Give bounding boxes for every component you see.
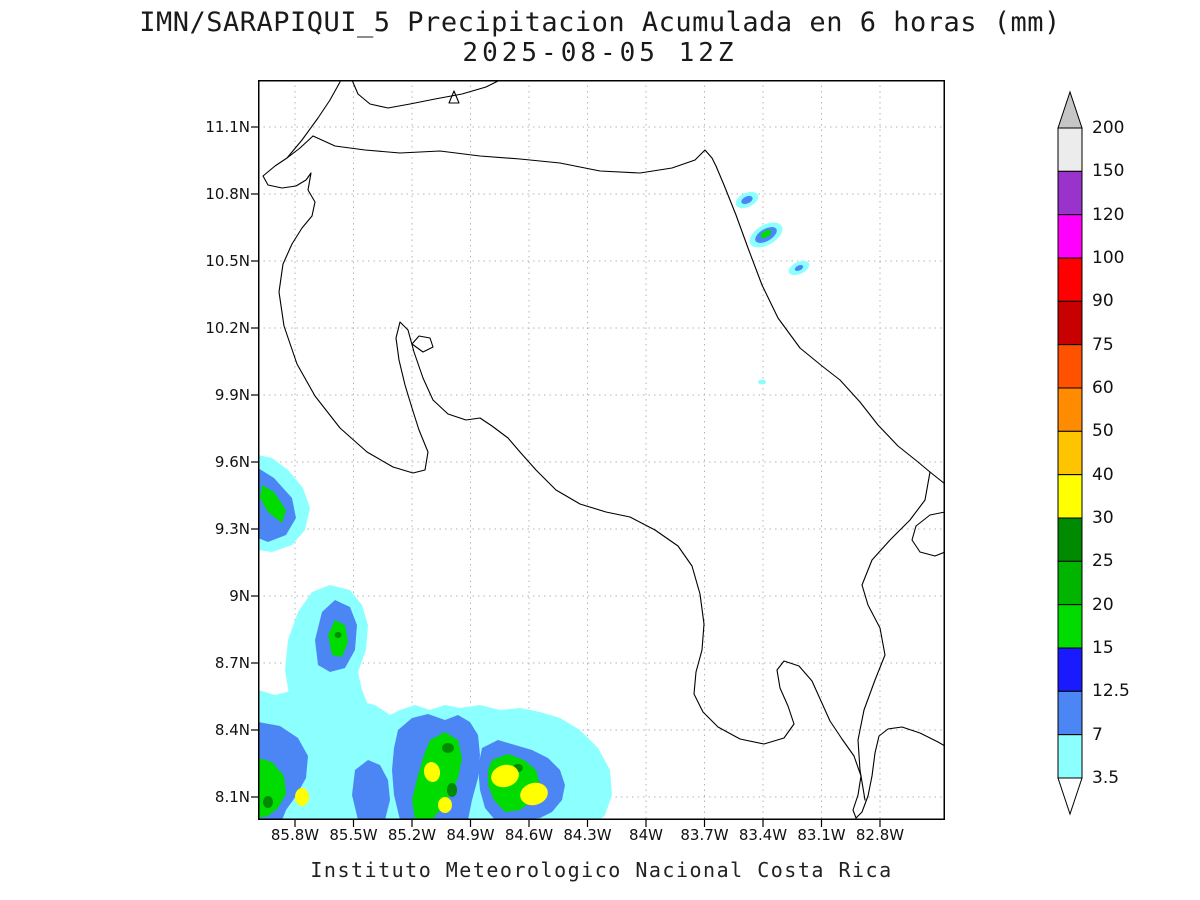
lat-tick-label: 9N xyxy=(229,587,250,605)
panama-border xyxy=(857,471,931,801)
lon-tick-label: 85.2W xyxy=(387,826,437,844)
colorbar-band xyxy=(1057,690,1083,736)
precip-shade-15mm xyxy=(260,485,286,523)
colorbar-tick-label: 12.5 xyxy=(1092,681,1130,702)
lat-tick-label: 9.3N xyxy=(214,520,250,538)
colorbar-band xyxy=(1057,474,1083,519)
precip-shade-7mm xyxy=(741,195,753,205)
precip-shade-25mm xyxy=(442,743,454,753)
lon-tick-label: 84.9W xyxy=(446,826,495,844)
colorbar-band xyxy=(1057,734,1083,779)
colorbar-band xyxy=(1057,300,1083,346)
lat-tick-label: 10.5N xyxy=(205,252,250,270)
precip-shade-30mm xyxy=(438,797,452,813)
colorbar-tick-label: 30 xyxy=(1092,508,1114,528)
colorbar-tick-label: 150 xyxy=(1092,161,1125,182)
lat-tick-label: 10.8N xyxy=(205,185,250,203)
precip-shade-7mm xyxy=(794,265,804,271)
colorbar-tick-label: 200 xyxy=(1092,118,1125,138)
colorbar-band xyxy=(1057,170,1083,216)
colorbar-band xyxy=(1057,344,1083,389)
lat-tick-label: 8.1N xyxy=(214,788,250,806)
lake-nicaragua-shore xyxy=(351,80,501,109)
colorbar-band xyxy=(1057,517,1083,562)
precip-shade-30mm xyxy=(423,762,441,782)
nicaragua-border xyxy=(312,135,717,174)
colorbar-tick-label: 60 xyxy=(1092,378,1114,398)
precip-shade-3.5mm xyxy=(758,379,766,385)
colorbar-tick-label: 20 xyxy=(1092,594,1114,615)
ometepe-island xyxy=(448,90,460,104)
colorbar-tick-label: 75 xyxy=(1092,334,1114,355)
precip-shade-30mm xyxy=(295,788,309,806)
lon-tick-label: 85.5W xyxy=(329,826,378,844)
colorbar-tick-label: 100 xyxy=(1092,248,1125,268)
colorbar-band xyxy=(1057,257,1083,302)
lon-tick-label: 84.3W xyxy=(563,826,612,844)
lat-tick-label: 8.7N xyxy=(214,654,250,672)
lat-tick-label: 9.6N xyxy=(214,453,250,471)
colorbar-band xyxy=(1057,560,1083,606)
precip-shade-15mm xyxy=(760,230,772,238)
chart-valid-time: 2025-08-05 12Z xyxy=(462,38,738,68)
colorbar-band xyxy=(1057,387,1083,432)
colorbar-tick-label: 25 xyxy=(1092,551,1114,572)
colorbar xyxy=(1057,90,1083,816)
precip-shade-25mm xyxy=(263,796,273,808)
lon-tick-label: 83.1W xyxy=(797,826,846,844)
lat-tick-label: 10.2N xyxy=(205,319,250,337)
colorbar-tick-label: 50 xyxy=(1092,421,1114,442)
lon-tick-label: 83.7W xyxy=(680,826,729,844)
footer-caption: Instituto Meteorologico Nacional Costa R… xyxy=(310,858,893,882)
precip-shade-7mm xyxy=(352,760,390,820)
lat-tick-label: 9.9N xyxy=(214,386,250,404)
colorbar-tick-label: 120 xyxy=(1092,204,1125,225)
precip-shade-25mm xyxy=(447,783,457,797)
caribbean-coast xyxy=(715,165,945,485)
colorbar-under-arrow xyxy=(1057,777,1083,816)
precip-shade-25mm xyxy=(334,632,342,638)
colorbar-tick-label: 3.5 xyxy=(1092,768,1120,788)
colorbar-band xyxy=(1057,647,1083,692)
lon-tick-label: 84W xyxy=(629,826,663,844)
lon-tick-label: 84.6W xyxy=(504,826,554,844)
precip-shade-15mm xyxy=(328,620,348,657)
chart-title: IMN/SARAPIQUI_5 Precipitacion Acumulada … xyxy=(139,7,1061,38)
colorbar-band xyxy=(1057,604,1083,649)
precip-shade-30mm xyxy=(491,764,519,788)
lon-tick-label: 83.4W xyxy=(738,826,788,844)
bocas-lagoon xyxy=(911,511,945,557)
colorbar-band xyxy=(1057,127,1083,172)
lat-tick-label: 8.4N xyxy=(214,721,250,739)
lon-tick-label: 82.8W xyxy=(855,826,905,844)
pacific-coast xyxy=(262,135,945,819)
lat-tick-label: 11.1N xyxy=(205,118,250,136)
map-plot xyxy=(251,80,945,827)
map-content xyxy=(258,80,945,820)
colorbar-band xyxy=(1057,214,1083,259)
colorbar-tick-label: 15 xyxy=(1092,638,1114,658)
colorbar-tick-label: 7 xyxy=(1092,724,1103,745)
colorbar-over-arrow xyxy=(1057,90,1083,129)
nicaragua-pacific-coast xyxy=(286,81,341,159)
map-frame xyxy=(258,80,945,820)
precip-shade-30mm xyxy=(520,782,548,806)
chira-island xyxy=(411,335,434,353)
colorbar-band xyxy=(1057,430,1083,476)
colorbar-tick-label: 90 xyxy=(1092,291,1114,312)
colorbar-tick-label: 40 xyxy=(1092,464,1114,485)
lon-tick-label: 85.8W xyxy=(270,826,320,844)
